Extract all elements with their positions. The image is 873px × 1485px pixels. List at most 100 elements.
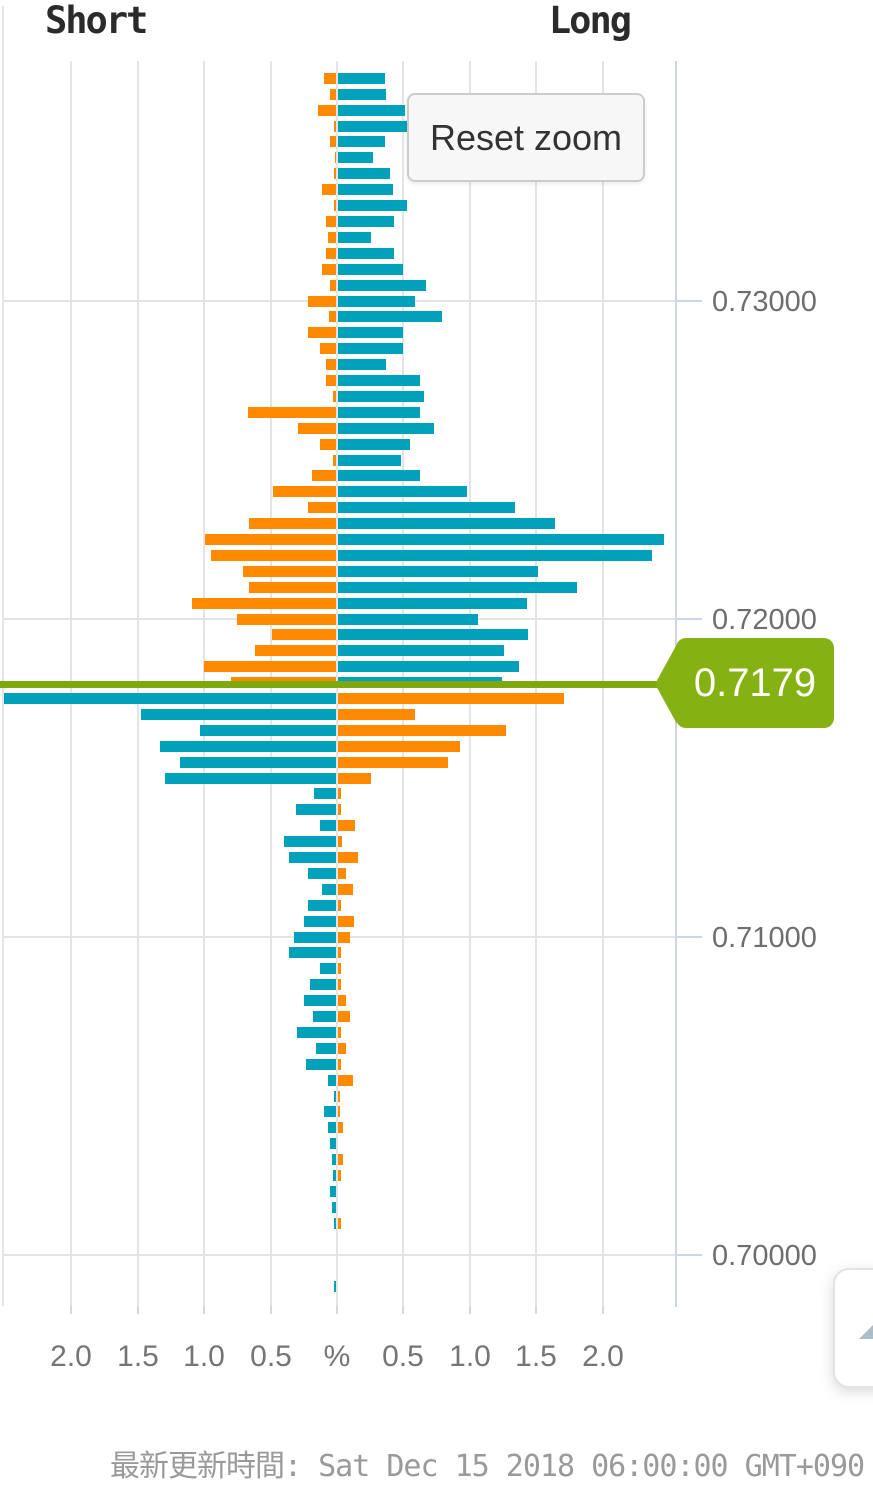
position-bar-long[interactable] — [338, 534, 664, 545]
position-bar-short[interactable] — [328, 1122, 336, 1133]
position-bar-short[interactable] — [294, 932, 336, 943]
position-bar-short[interactable] — [320, 963, 336, 974]
position-bar-short[interactable] — [205, 534, 336, 545]
position-bar-long[interactable] — [338, 1027, 341, 1038]
position-bar-short[interactable] — [141, 709, 336, 720]
position-bar-short[interactable] — [316, 1043, 336, 1054]
position-bar-long[interactable] — [338, 916, 354, 927]
position-bar-long[interactable] — [338, 614, 478, 625]
position-bar-long[interactable] — [338, 232, 371, 243]
position-bar-short[interactable] — [332, 1154, 336, 1165]
position-bar-long[interactable] — [338, 709, 415, 720]
position-bar-short[interactable] — [322, 264, 336, 275]
position-bar-short[interactable] — [310, 979, 336, 990]
snapshot-card[interactable] — [833, 1268, 873, 1388]
position-bar-long[interactable] — [338, 645, 504, 656]
position-bar-long[interactable] — [338, 725, 506, 736]
position-bar-short[interactable] — [289, 852, 336, 863]
position-bar-long[interactable] — [338, 121, 408, 132]
position-bar-short[interactable] — [249, 518, 336, 529]
position-bar-short[interactable] — [308, 327, 336, 338]
position-bar-long[interactable] — [338, 423, 434, 434]
position-bar-short[interactable] — [237, 614, 336, 625]
position-bar-long[interactable] — [338, 1011, 350, 1022]
position-bar-short[interactable] — [320, 820, 336, 831]
position-bar-short[interactable] — [160, 741, 336, 752]
position-bar-long[interactable] — [338, 1154, 343, 1165]
position-bar-short[interactable] — [312, 470, 336, 481]
position-bar-long[interactable] — [338, 852, 358, 863]
position-bar-long[interactable] — [338, 1170, 341, 1181]
position-bar-short[interactable] — [334, 200, 336, 211]
position-bar-long[interactable] — [338, 407, 420, 418]
position-bar-short[interactable] — [304, 995, 336, 1006]
position-bar-long[interactable] — [338, 629, 528, 640]
position-bar-short[interactable] — [306, 1059, 336, 1070]
position-bar-long[interactable] — [338, 200, 407, 211]
position-bar-short[interactable] — [330, 1186, 336, 1197]
position-bar-long[interactable] — [338, 963, 341, 974]
position-bar-long[interactable] — [338, 455, 401, 466]
position-bar-long[interactable] — [338, 152, 373, 163]
position-bar-short[interactable] — [333, 455, 336, 466]
position-bar-long[interactable] — [338, 359, 386, 370]
position-bar-long[interactable] — [338, 311, 442, 322]
position-bar-short[interactable] — [297, 1027, 336, 1038]
position-bar-long[interactable] — [338, 518, 555, 529]
position-bar-long[interactable] — [338, 550, 652, 561]
position-bar-long[interactable] — [338, 1106, 340, 1117]
position-bar-short[interactable] — [273, 486, 336, 497]
position-bar-long[interactable] — [338, 582, 577, 593]
position-bar-long[interactable] — [338, 804, 341, 815]
position-bar-long[interactable] — [338, 264, 403, 275]
position-bar-short[interactable] — [330, 136, 336, 147]
position-bar-long[interactable] — [338, 757, 448, 768]
position-bar-long[interactable] — [338, 932, 350, 943]
position-bar-short[interactable] — [200, 725, 336, 736]
position-bar-short[interactable] — [243, 566, 336, 577]
position-bar-long[interactable] — [338, 216, 394, 227]
position-bar-long[interactable] — [338, 1059, 341, 1070]
position-bar-long[interactable] — [338, 502, 515, 513]
position-bar-long[interactable] — [338, 947, 341, 958]
position-bar-short[interactable] — [298, 423, 336, 434]
position-bar-long[interactable] — [338, 693, 564, 704]
position-bar-short[interactable] — [204, 661, 336, 672]
position-bar-short[interactable] — [328, 232, 336, 243]
position-bar-short[interactable] — [308, 900, 336, 911]
position-bar-long[interactable] — [338, 296, 415, 307]
position-bar-long[interactable] — [338, 900, 341, 911]
position-bar-long[interactable] — [338, 248, 394, 259]
position-bar-long[interactable] — [338, 1218, 341, 1229]
position-bar-long[interactable] — [338, 773, 371, 784]
position-bar-long[interactable] — [338, 1043, 346, 1054]
position-bar-short[interactable] — [333, 1170, 336, 1181]
position-bar-short[interactable] — [313, 1011, 336, 1022]
position-bar-short[interactable] — [249, 582, 336, 593]
position-bar-short[interactable] — [329, 311, 336, 322]
position-bar-short[interactable] — [326, 359, 336, 370]
position-bar-long[interactable] — [338, 486, 467, 497]
position-bar-long[interactable] — [338, 868, 346, 879]
position-bar-long[interactable] — [338, 73, 385, 84]
position-bar-short[interactable] — [296, 804, 336, 815]
position-bar-short[interactable] — [4, 693, 336, 704]
position-bar-short[interactable] — [324, 73, 336, 84]
position-bar-short[interactable] — [334, 1281, 336, 1292]
position-bar-short[interactable] — [180, 757, 336, 768]
position-bar-short[interactable] — [330, 89, 336, 100]
position-bar-short[interactable] — [322, 884, 336, 895]
position-bar-long[interactable] — [338, 884, 353, 895]
position-bar-short[interactable] — [289, 947, 336, 958]
position-bar-long[interactable] — [338, 788, 341, 799]
position-bar-short[interactable] — [284, 836, 336, 847]
position-bar-short[interactable] — [255, 645, 336, 656]
position-bar-short[interactable] — [272, 629, 336, 640]
position-bar-long[interactable] — [338, 995, 346, 1006]
position-bar-long[interactable] — [338, 1122, 343, 1133]
position-bar-short[interactable] — [334, 1091, 336, 1102]
position-bar-long[interactable] — [338, 343, 403, 354]
position-bar-short[interactable] — [324, 1106, 336, 1117]
position-bar-short[interactable] — [332, 1202, 336, 1213]
position-bar-short[interactable] — [211, 550, 336, 561]
